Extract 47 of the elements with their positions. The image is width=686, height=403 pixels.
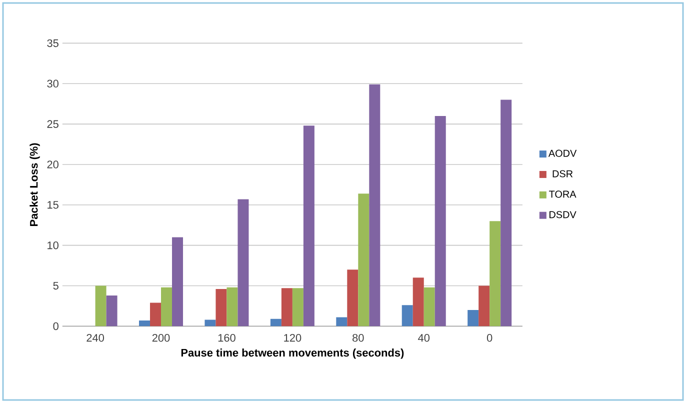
bar <box>204 320 216 326</box>
bar <box>238 199 249 326</box>
x-tick-label: 80 <box>352 334 364 342</box>
x-tick-label: 40 <box>418 334 430 342</box>
x-tick-label: 200 <box>152 334 170 342</box>
bar <box>336 317 348 326</box>
y-tick-label: 35 <box>47 39 58 48</box>
y-tick-label: 15 <box>48 201 58 209</box>
bar <box>478 286 490 326</box>
y-tick-label: 10 <box>48 241 58 250</box>
legend-label: DSDV <box>550 211 576 218</box>
legend-label: DSR <box>552 170 573 178</box>
x-tick-label: 240 <box>86 334 104 342</box>
bar <box>468 310 479 326</box>
y-tick-label: 0 <box>53 322 58 330</box>
x-axis-title: Pause time between movements (seconds) <box>181 348 404 359</box>
bar <box>402 305 413 326</box>
y-tick-label: 30 <box>47 80 58 88</box>
y-axis-title: Packet Loss (%) <box>30 143 40 226</box>
bar <box>347 270 358 326</box>
legend-label: AODV <box>548 150 577 157</box>
bar <box>216 288 227 326</box>
bar <box>161 287 172 326</box>
bar <box>358 194 370 326</box>
bar <box>150 302 162 326</box>
bar <box>292 288 304 326</box>
bar <box>95 286 106 326</box>
bar <box>303 126 314 326</box>
x-tick-label: 120 <box>284 334 302 342</box>
bar <box>172 237 184 326</box>
bar <box>412 278 424 326</box>
bar <box>490 221 501 326</box>
bar <box>281 288 292 326</box>
bar <box>139 320 150 326</box>
x-tick-label: 0 <box>486 334 492 342</box>
bar <box>434 116 446 326</box>
bar <box>226 287 238 326</box>
legend-label: TORA <box>549 190 576 198</box>
bar <box>106 295 118 326</box>
bar <box>500 100 512 326</box>
y-tick-label: 25 <box>47 120 58 128</box>
bar <box>369 84 380 326</box>
y-tick-label: 20 <box>47 160 58 168</box>
y-tick-label: 5 <box>53 282 58 290</box>
bar <box>424 287 435 326</box>
x-tick-label: 160 <box>218 334 236 342</box>
bar <box>270 318 282 326</box>
